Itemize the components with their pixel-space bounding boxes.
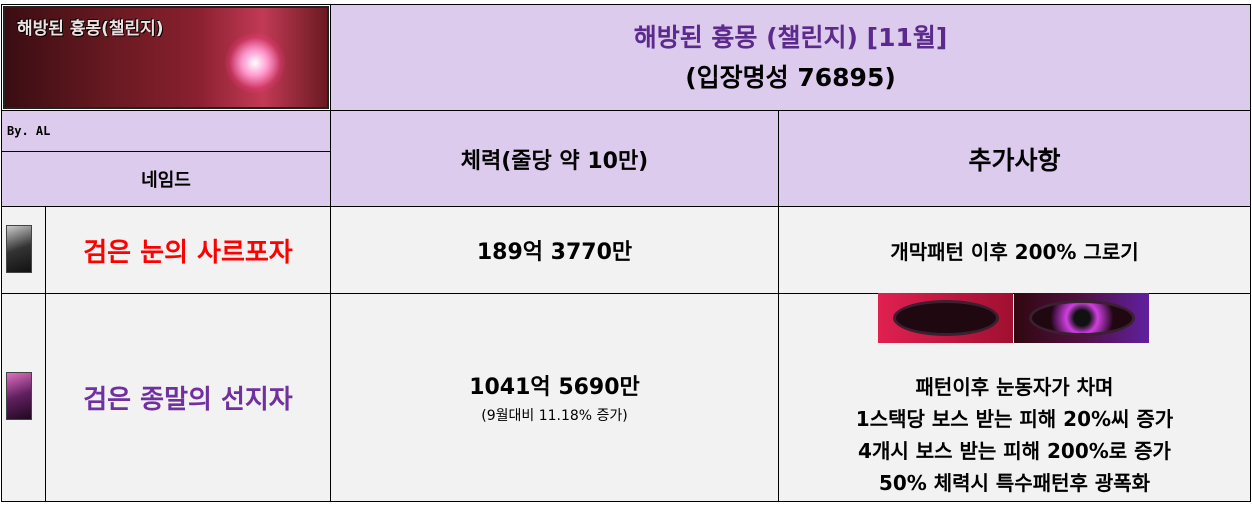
boss-name: 검은 눈의 사르포자 [83,237,293,268]
col-name-label: 네임드 [141,170,191,191]
table-row: 검은 눈의 사르포자 [45,206,331,294]
dungeon-banner-image: 해방된 흉몽(챌린지) [3,6,329,109]
col-hp-header: 체력(줄당 약 10만) [330,110,779,207]
eye-closed-image [878,293,1013,343]
boss-avatar-sarpoja [6,225,32,273]
boss-hp: 189억 3770만 [476,240,633,265]
extra-line: 1스택당 보스 받는 피해 20%씨 증가 [855,407,1174,431]
boss-extra-lines: 패턴이후 눈동자가 차며 1스택당 보스 받는 피해 20%씨 증가 4개시 보… [856,371,1173,499]
entry-requirement: (입장명성 76895) [685,62,896,92]
col-hp-label: 체력(줄당 약 10만) [460,148,649,174]
hp-cell: 1041억 5690만 (9월대비 11.18% 증가) [330,293,779,502]
page-title: 해방된 흉몽 (챌린지) [11월] [633,22,948,52]
title-cell: 해방된 흉몽 (챌린지) [11월] (입장명성 76895) [330,4,1251,111]
table-row: 검은 종말의 선지자 [45,293,331,502]
eye-open-image [1014,293,1149,343]
col-name-header: 네임드 [1,151,331,207]
extra-line: 50% 체력시 특수패턴후 광폭화 [878,471,1151,495]
extra-cell: 개막패턴 이후 200% 그로기 [778,206,1251,294]
extra-line: 패턴이후 눈동자가 차며 [915,375,1114,399]
author: By. AL [7,124,51,138]
extra-line: 4개시 보스 받는 피해 200%로 증가 [858,439,1171,463]
banner-text: 해방된 흉몽(챌린지) [17,19,164,39]
boss-avatar-prophet [6,372,32,420]
boss-name: 검은 종말의 선지자 [83,385,293,415]
col-extra-label: 추가사항 [968,145,1061,175]
hp-cell: 189억 3770만 [330,206,779,294]
boss-hp: 1041억 5690만 [469,374,640,400]
hp-change-note: (9월대비 11.18% 증가) [481,407,628,424]
author-cell: By. AL [1,110,331,152]
boss-extra: 개막패턴 이후 200% 그로기 [890,239,1139,264]
col-extra-header: 추가사항 [778,110,1251,207]
extra-cell: 패턴이후 눈동자가 차며 1스택당 보스 받는 피해 20%씨 증가 4개시 보… [778,293,1251,502]
